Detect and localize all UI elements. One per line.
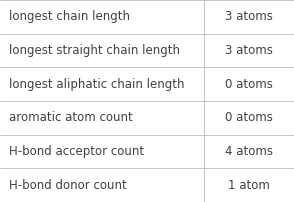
- Text: longest chain length: longest chain length: [9, 10, 130, 23]
- Text: H-bond acceptor count: H-bond acceptor count: [9, 145, 144, 158]
- Text: 0 atoms: 0 atoms: [225, 78, 273, 91]
- Text: H-bond donor count: H-bond donor count: [9, 179, 127, 192]
- Text: 4 atoms: 4 atoms: [225, 145, 273, 158]
- Text: aromatic atom count: aromatic atom count: [9, 111, 133, 124]
- Text: longest aliphatic chain length: longest aliphatic chain length: [9, 78, 184, 91]
- Text: 3 atoms: 3 atoms: [225, 10, 273, 23]
- Text: 1 atom: 1 atom: [228, 179, 270, 192]
- Text: 0 atoms: 0 atoms: [225, 111, 273, 124]
- Text: 3 atoms: 3 atoms: [225, 44, 273, 57]
- Text: longest straight chain length: longest straight chain length: [9, 44, 180, 57]
